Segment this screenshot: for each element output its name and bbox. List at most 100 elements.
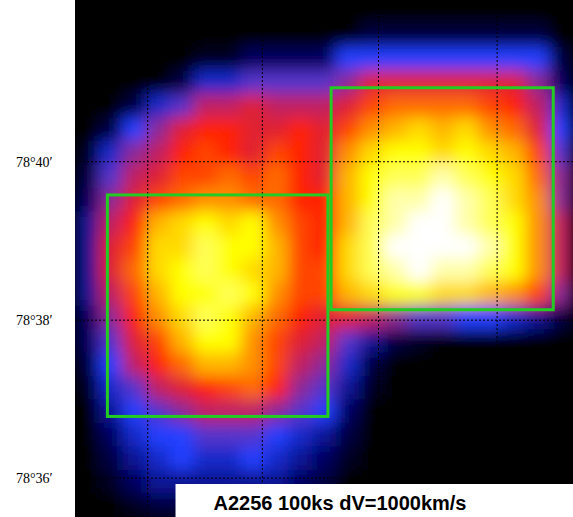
heatmap-cell (194, 212, 218, 236)
heatmap-cell (170, 423, 194, 447)
heatmap-cell (217, 423, 241, 447)
heatmap-cell (383, 0, 407, 24)
heatmap-cell (526, 353, 550, 377)
heatmap-cell (170, 306, 194, 330)
heatmap-cell (431, 165, 455, 189)
heatmap-cell (360, 165, 384, 189)
heatmap-cell (75, 329, 99, 353)
heatmap-cell (288, 447, 312, 471)
heatmap-cell (383, 94, 407, 118)
heatmap-cell (265, 259, 289, 283)
heatmap-cell (454, 423, 478, 447)
heatmap-cell (336, 235, 360, 259)
heatmap-cell (122, 235, 146, 259)
heatmap-cell (146, 141, 170, 165)
heatmap-cell (75, 400, 99, 424)
heatmap-cell (549, 376, 573, 400)
heatmap-cell (241, 188, 265, 212)
heatmap-cell (526, 141, 550, 165)
heatmap-cell (502, 24, 526, 48)
heatmap-cell (478, 71, 502, 95)
heatmap-cell (99, 212, 123, 236)
heatmap-cell (312, 94, 336, 118)
heatmap-cell (194, 188, 218, 212)
heatmap-cell (265, 71, 289, 95)
heatmap-cell (454, 235, 478, 259)
heatmap-cell (194, 376, 218, 400)
heatmap-cell (407, 353, 431, 377)
heatmap-cell (75, 0, 99, 24)
heatmap-cell (241, 282, 265, 306)
heatmap-cell (478, 94, 502, 118)
heatmap-cell (360, 447, 384, 471)
heatmap-cell (502, 188, 526, 212)
heatmap-cell (146, 494, 170, 517)
heatmap-cell (122, 212, 146, 236)
heatmap-cell (146, 259, 170, 283)
heatmap-cell (502, 47, 526, 71)
heatmap-cell (431, 259, 455, 283)
heatmap-cell (241, 423, 265, 447)
heatmap-cell (360, 282, 384, 306)
heatmap-cell (407, 94, 431, 118)
heatmap-cell (288, 47, 312, 71)
heatmap-cell (360, 188, 384, 212)
heatmap-cell (170, 47, 194, 71)
heatmap-cell (454, 71, 478, 95)
heatmap-cell (170, 212, 194, 236)
heatmap-cell (99, 47, 123, 71)
heatmap-cell (288, 376, 312, 400)
heatmap-cell (288, 423, 312, 447)
heatmap-cell (407, 329, 431, 353)
heatmap-cell (170, 376, 194, 400)
heatmap-cell (170, 188, 194, 212)
heatmap-cell (336, 329, 360, 353)
heatmap-cell (431, 188, 455, 212)
heatmap-cell (265, 423, 289, 447)
heatmap-cell (194, 447, 218, 471)
heatmap-cell (431, 282, 455, 306)
heatmap-cell (526, 24, 550, 48)
heatmap-cell (288, 306, 312, 330)
heatmap-cell (336, 282, 360, 306)
heatmap-cell (360, 259, 384, 283)
heatmap-cell (241, 306, 265, 330)
heatmap-cell (170, 118, 194, 142)
heatmap-cell (170, 0, 194, 24)
heatmap-cell (241, 24, 265, 48)
heatmap-cell (99, 470, 123, 494)
heatmap-cell (312, 212, 336, 236)
heatmap-cell (549, 329, 573, 353)
heatmap-cell (194, 118, 218, 142)
heatmap-cell (454, 376, 478, 400)
heatmap-cell (217, 47, 241, 71)
heatmap-cell (478, 423, 502, 447)
heatmap-cell (383, 47, 407, 71)
heatmap-cell (454, 188, 478, 212)
heatmap-cell (478, 353, 502, 377)
heatmap-cell (360, 118, 384, 142)
grid-line (497, 0, 498, 517)
heatmap-cell (288, 24, 312, 48)
heatmap-cell (407, 259, 431, 283)
heatmap-cell (75, 47, 99, 71)
heatmap-cell (336, 376, 360, 400)
heatmap-cell (122, 447, 146, 471)
heatmap-cell (431, 0, 455, 24)
heatmap-cell (146, 212, 170, 236)
heatmap-cell (122, 188, 146, 212)
grid-line (147, 0, 148, 517)
heatmap-cell (526, 212, 550, 236)
heatmap-cell (360, 0, 384, 24)
heatmap-cell (526, 282, 550, 306)
heatmap-cell (217, 165, 241, 189)
heatmap-cell (502, 141, 526, 165)
heatmap-cell (122, 94, 146, 118)
heatmap-cell (383, 71, 407, 95)
heatmap-cell (502, 400, 526, 424)
heatmap-cell (502, 329, 526, 353)
heatmap-cell (383, 188, 407, 212)
heatmap-cell (99, 0, 123, 24)
heatmap-cell (312, 165, 336, 189)
heatmap-cell (360, 235, 384, 259)
